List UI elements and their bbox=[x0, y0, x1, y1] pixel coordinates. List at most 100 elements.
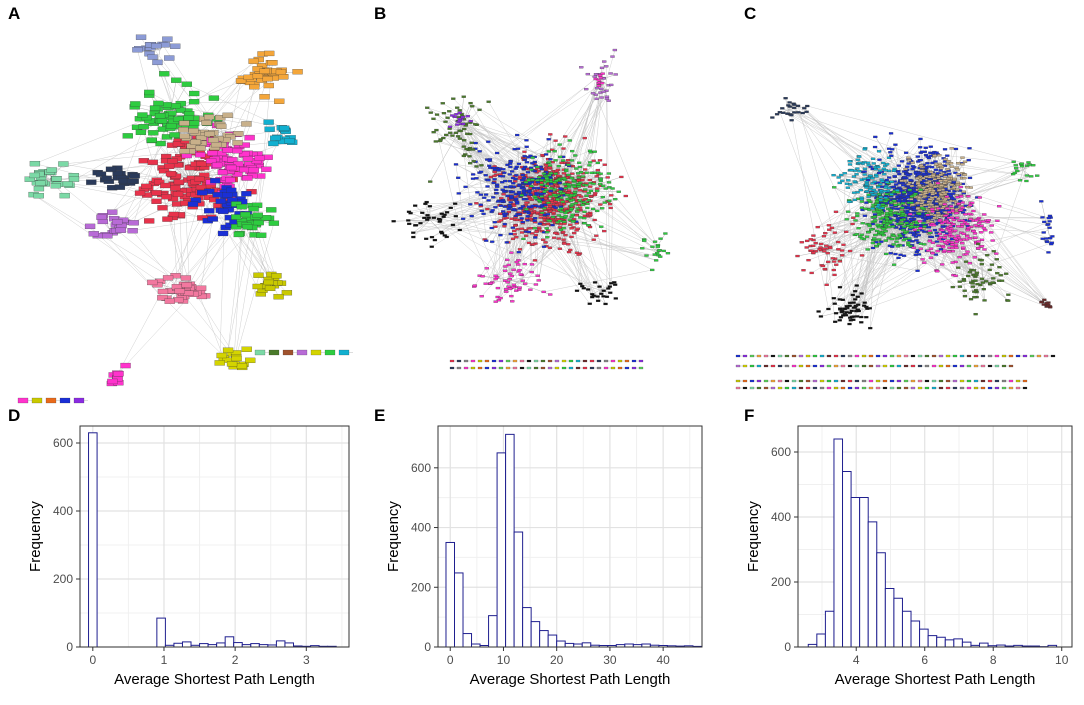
network-node bbox=[529, 184, 534, 188]
network-node bbox=[468, 101, 473, 105]
network-node bbox=[148, 130, 159, 136]
network-node bbox=[462, 127, 467, 131]
network-node bbox=[650, 268, 655, 272]
network-node bbox=[151, 43, 162, 49]
network-node bbox=[96, 214, 107, 220]
network-node bbox=[564, 169, 569, 173]
network-node bbox=[502, 190, 507, 193]
network-node bbox=[517, 248, 523, 251]
network-node bbox=[492, 174, 497, 178]
network-node bbox=[494, 188, 499, 192]
network-node bbox=[134, 190, 146, 196]
network-node bbox=[514, 236, 519, 239]
network-node bbox=[558, 205, 563, 208]
network-node bbox=[598, 76, 603, 79]
network-node bbox=[592, 150, 597, 153]
network-node bbox=[162, 275, 174, 281]
network-node bbox=[530, 178, 535, 181]
network-node bbox=[545, 180, 550, 183]
network-edge bbox=[471, 215, 507, 292]
network-node bbox=[631, 366, 637, 370]
network-edge bbox=[441, 182, 503, 233]
network-node bbox=[554, 169, 559, 173]
network-edge bbox=[410, 182, 552, 214]
network-node bbox=[582, 366, 588, 370]
network-node bbox=[274, 98, 285, 104]
network-edge bbox=[429, 219, 442, 233]
network-node bbox=[505, 359, 511, 363]
network-node bbox=[58, 161, 69, 167]
network-node bbox=[526, 366, 532, 370]
network-node bbox=[517, 286, 522, 289]
network-node bbox=[453, 163, 459, 166]
network-node bbox=[470, 148, 476, 151]
network-node bbox=[499, 200, 504, 203]
network-node bbox=[553, 206, 558, 209]
network-edge bbox=[815, 152, 931, 244]
network-node bbox=[570, 213, 575, 216]
network-node bbox=[609, 83, 614, 87]
network-node bbox=[589, 359, 595, 363]
network-node bbox=[460, 115, 465, 119]
network-node bbox=[101, 175, 112, 181]
network-node bbox=[470, 177, 476, 180]
network-node bbox=[540, 359, 546, 363]
network-node bbox=[179, 148, 190, 154]
network-node bbox=[196, 160, 207, 167]
network-node bbox=[218, 208, 229, 214]
network-node bbox=[152, 59, 163, 66]
network-node bbox=[431, 117, 436, 120]
network-node bbox=[507, 179, 513, 183]
network-node bbox=[254, 349, 266, 356]
network-node bbox=[242, 224, 253, 230]
network-node bbox=[519, 359, 525, 363]
network-node bbox=[184, 164, 196, 171]
network-node bbox=[545, 236, 550, 239]
network-node bbox=[503, 288, 509, 291]
network-node bbox=[252, 283, 263, 290]
network-node bbox=[572, 185, 577, 188]
network-node bbox=[530, 156, 535, 159]
network-node bbox=[130, 101, 141, 107]
network-node bbox=[557, 226, 563, 229]
network-node bbox=[586, 288, 591, 291]
network-node bbox=[540, 366, 546, 370]
network-node bbox=[593, 93, 598, 96]
network-node bbox=[126, 178, 138, 184]
network-node bbox=[519, 217, 524, 220]
network-node bbox=[509, 217, 514, 220]
network-node bbox=[164, 298, 175, 304]
network-node bbox=[441, 136, 446, 140]
network-node bbox=[523, 181, 529, 184]
network-node bbox=[638, 359, 644, 363]
network-node bbox=[441, 112, 447, 115]
network-node bbox=[254, 155, 265, 161]
network-node bbox=[453, 215, 459, 218]
network-node bbox=[565, 159, 571, 162]
network-node bbox=[504, 241, 509, 244]
network-node bbox=[413, 204, 418, 207]
network-edge bbox=[429, 129, 461, 182]
network-edge bbox=[807, 105, 1030, 165]
network-node bbox=[561, 366, 567, 370]
network-edge bbox=[509, 279, 536, 285]
network-node bbox=[244, 135, 255, 141]
network-node bbox=[171, 284, 183, 290]
network-node bbox=[577, 194, 582, 197]
network-node bbox=[174, 288, 185, 294]
network-node bbox=[144, 218, 155, 224]
network-node bbox=[270, 135, 281, 141]
network-node bbox=[522, 150, 527, 153]
network-node bbox=[187, 201, 199, 207]
network-node bbox=[455, 106, 460, 109]
network-node bbox=[457, 109, 462, 112]
network-node bbox=[523, 193, 528, 196]
network-node bbox=[535, 179, 540, 182]
network-node bbox=[447, 125, 453, 128]
network-node bbox=[642, 239, 647, 242]
network-node bbox=[178, 127, 189, 133]
network-node bbox=[420, 211, 425, 214]
network-edge bbox=[785, 98, 789, 111]
network-node bbox=[236, 363, 248, 369]
network-node bbox=[606, 99, 611, 102]
